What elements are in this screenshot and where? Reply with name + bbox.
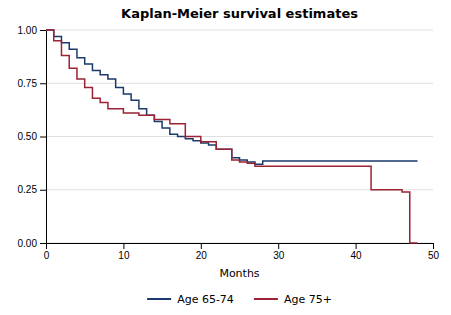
legend-label: Age 75+ (284, 293, 332, 306)
y-axis-tick: 0.00 (18, 238, 46, 249)
x-axis-tick: 10 (118, 243, 130, 261)
grid-line (46, 30, 433, 31)
grid-line (46, 83, 433, 84)
x-axis-tick: 20 (196, 243, 208, 261)
legend-swatch (147, 298, 171, 300)
x-axis-tick-mark (123, 243, 124, 249)
x-axis-tick-label: 40 (351, 250, 363, 261)
legend-item: Age 75+ (254, 293, 332, 306)
y-axis-tick-label: 0.00 (18, 238, 38, 249)
y-axis-tick: 0.75 (18, 78, 46, 89)
x-axis-tick-label: 20 (196, 250, 208, 261)
title: Kaplan-Meier survival estimates (121, 6, 358, 21)
legend-swatch (254, 298, 278, 300)
x-axis-tick-label: 30 (273, 250, 285, 261)
grid (46, 30, 433, 243)
x-axis-tick: 30 (273, 243, 285, 261)
chart: 0 10 20 30 40 50 0.00 0.25 0.50 0.75 1.00 Kaplan-Me… (0, 0, 451, 315)
legend-label: Age 65-74 (177, 293, 234, 306)
x-axis-tick-label: 50 (428, 250, 440, 261)
y-axis-tick: 1.00 (18, 25, 46, 36)
x-axis-tick-mark (201, 243, 202, 249)
legend-item: Age 65-74 (147, 293, 234, 306)
x-axis-tick-mark (356, 243, 357, 249)
x-axis-title: Months (219, 267, 259, 280)
y-axis-tick-label: 0.75 (18, 78, 38, 89)
x-axis-tick-mark (433, 243, 434, 249)
legend: Age 65-74 Age 75+ (147, 293, 332, 306)
x-axis-tick: 0 (44, 243, 50, 261)
series-line (46, 30, 418, 243)
y-axis-tick-mark (40, 137, 46, 138)
x-axis-tick: 50 (428, 243, 440, 261)
y-axis-tick-mark (40, 243, 46, 244)
grid-line (46, 136, 433, 137)
plot: 0 10 20 30 40 50 0.00 0.25 0.50 0.75 1.00 (18, 25, 440, 261)
y-axis-line (40, 31, 47, 244)
y-axis-tick-mark (40, 190, 46, 191)
y-axis: 0.00 0.25 0.50 0.75 1.00 (18, 25, 47, 249)
y-axis-tick-mark (40, 83, 46, 84)
y-axis-tick: 0.25 (18, 184, 46, 195)
y-axis-tick-mark (40, 30, 46, 31)
x-axis-tick-mark (278, 243, 279, 249)
y-axis-tick-label: 0.25 (18, 184, 38, 195)
x-axis-line (47, 244, 434, 250)
series-line (46, 30, 418, 164)
y-axis-tick-label: 1.00 (18, 25, 38, 36)
y-axis-tick: 0.50 (18, 131, 46, 142)
x-axis-tick: 40 (351, 243, 363, 261)
series-group (46, 30, 418, 243)
y-axis-tick-label: 0.50 (18, 131, 38, 142)
x-axis-tick-label: 10 (118, 250, 130, 261)
x-axis: 0 10 20 30 40 50 (44, 243, 440, 261)
x-axis-tick-label: 0 (44, 250, 50, 261)
